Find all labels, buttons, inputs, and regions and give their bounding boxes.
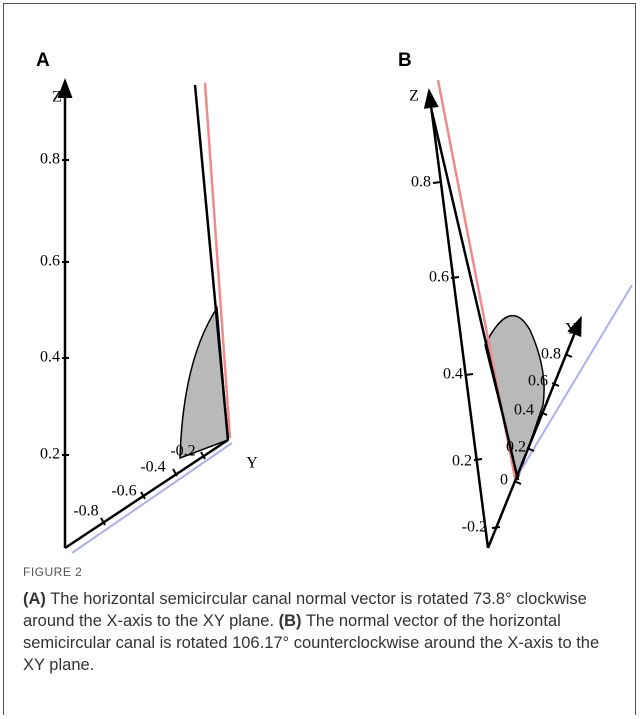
- y-tick-label: 0.8: [541, 346, 561, 363]
- panel-b: [423, 79, 633, 549]
- z-tick-label: -0.2: [462, 519, 487, 536]
- caption-ref: (B): [278, 612, 302, 630]
- panel-a: [57, 78, 233, 554]
- y-tick-label: -0.8: [73, 503, 98, 520]
- z-axis-label: Z: [52, 89, 62, 106]
- z-tick-label: 0.6: [40, 253, 60, 270]
- figure-diagram: AZY0.80.60.40.2-0.8-0.6-0.4-0.2BZY0.80.6…: [36, 50, 633, 554]
- panel-label: A: [36, 50, 50, 71]
- y-tick-label: 0: [500, 472, 508, 489]
- y-tick-label: -0.2: [170, 443, 195, 460]
- z-tick-label: 0.2: [40, 446, 60, 463]
- z-tick-label: 0.2: [452, 453, 472, 470]
- y-axis-label: Y: [565, 321, 577, 338]
- y-tick-label: 0.6: [528, 373, 548, 390]
- z-tick-label: 0.4: [40, 349, 60, 366]
- caption-label: FIGURE 2: [23, 565, 83, 579]
- z-tick-label: 0.4: [443, 366, 463, 383]
- y-axis-label: Y: [246, 455, 258, 472]
- z-axis-label: Z: [409, 88, 419, 105]
- z-tick-label: 0.8: [40, 151, 60, 168]
- caption-text: The horizontal semicircular canal normal…: [23, 590, 587, 630]
- y-tick-label: -0.6: [111, 483, 136, 500]
- z-tick-label: 0.6: [429, 269, 449, 286]
- caption: (A) The horizontal semicircular canal no…: [23, 588, 618, 676]
- z-tick-label: 0.8: [411, 174, 431, 191]
- y-tick-label: -0.4: [140, 459, 165, 476]
- panel-label: B: [398, 50, 412, 71]
- caption-ref: (A): [23, 590, 46, 608]
- y-tick-label: 0.4: [514, 402, 534, 419]
- figure-frame: [3, 3, 636, 715]
- y-tick-label: 0.2: [506, 439, 526, 456]
- caption-text: The normal vector of the horizontal semi…: [23, 612, 600, 674]
